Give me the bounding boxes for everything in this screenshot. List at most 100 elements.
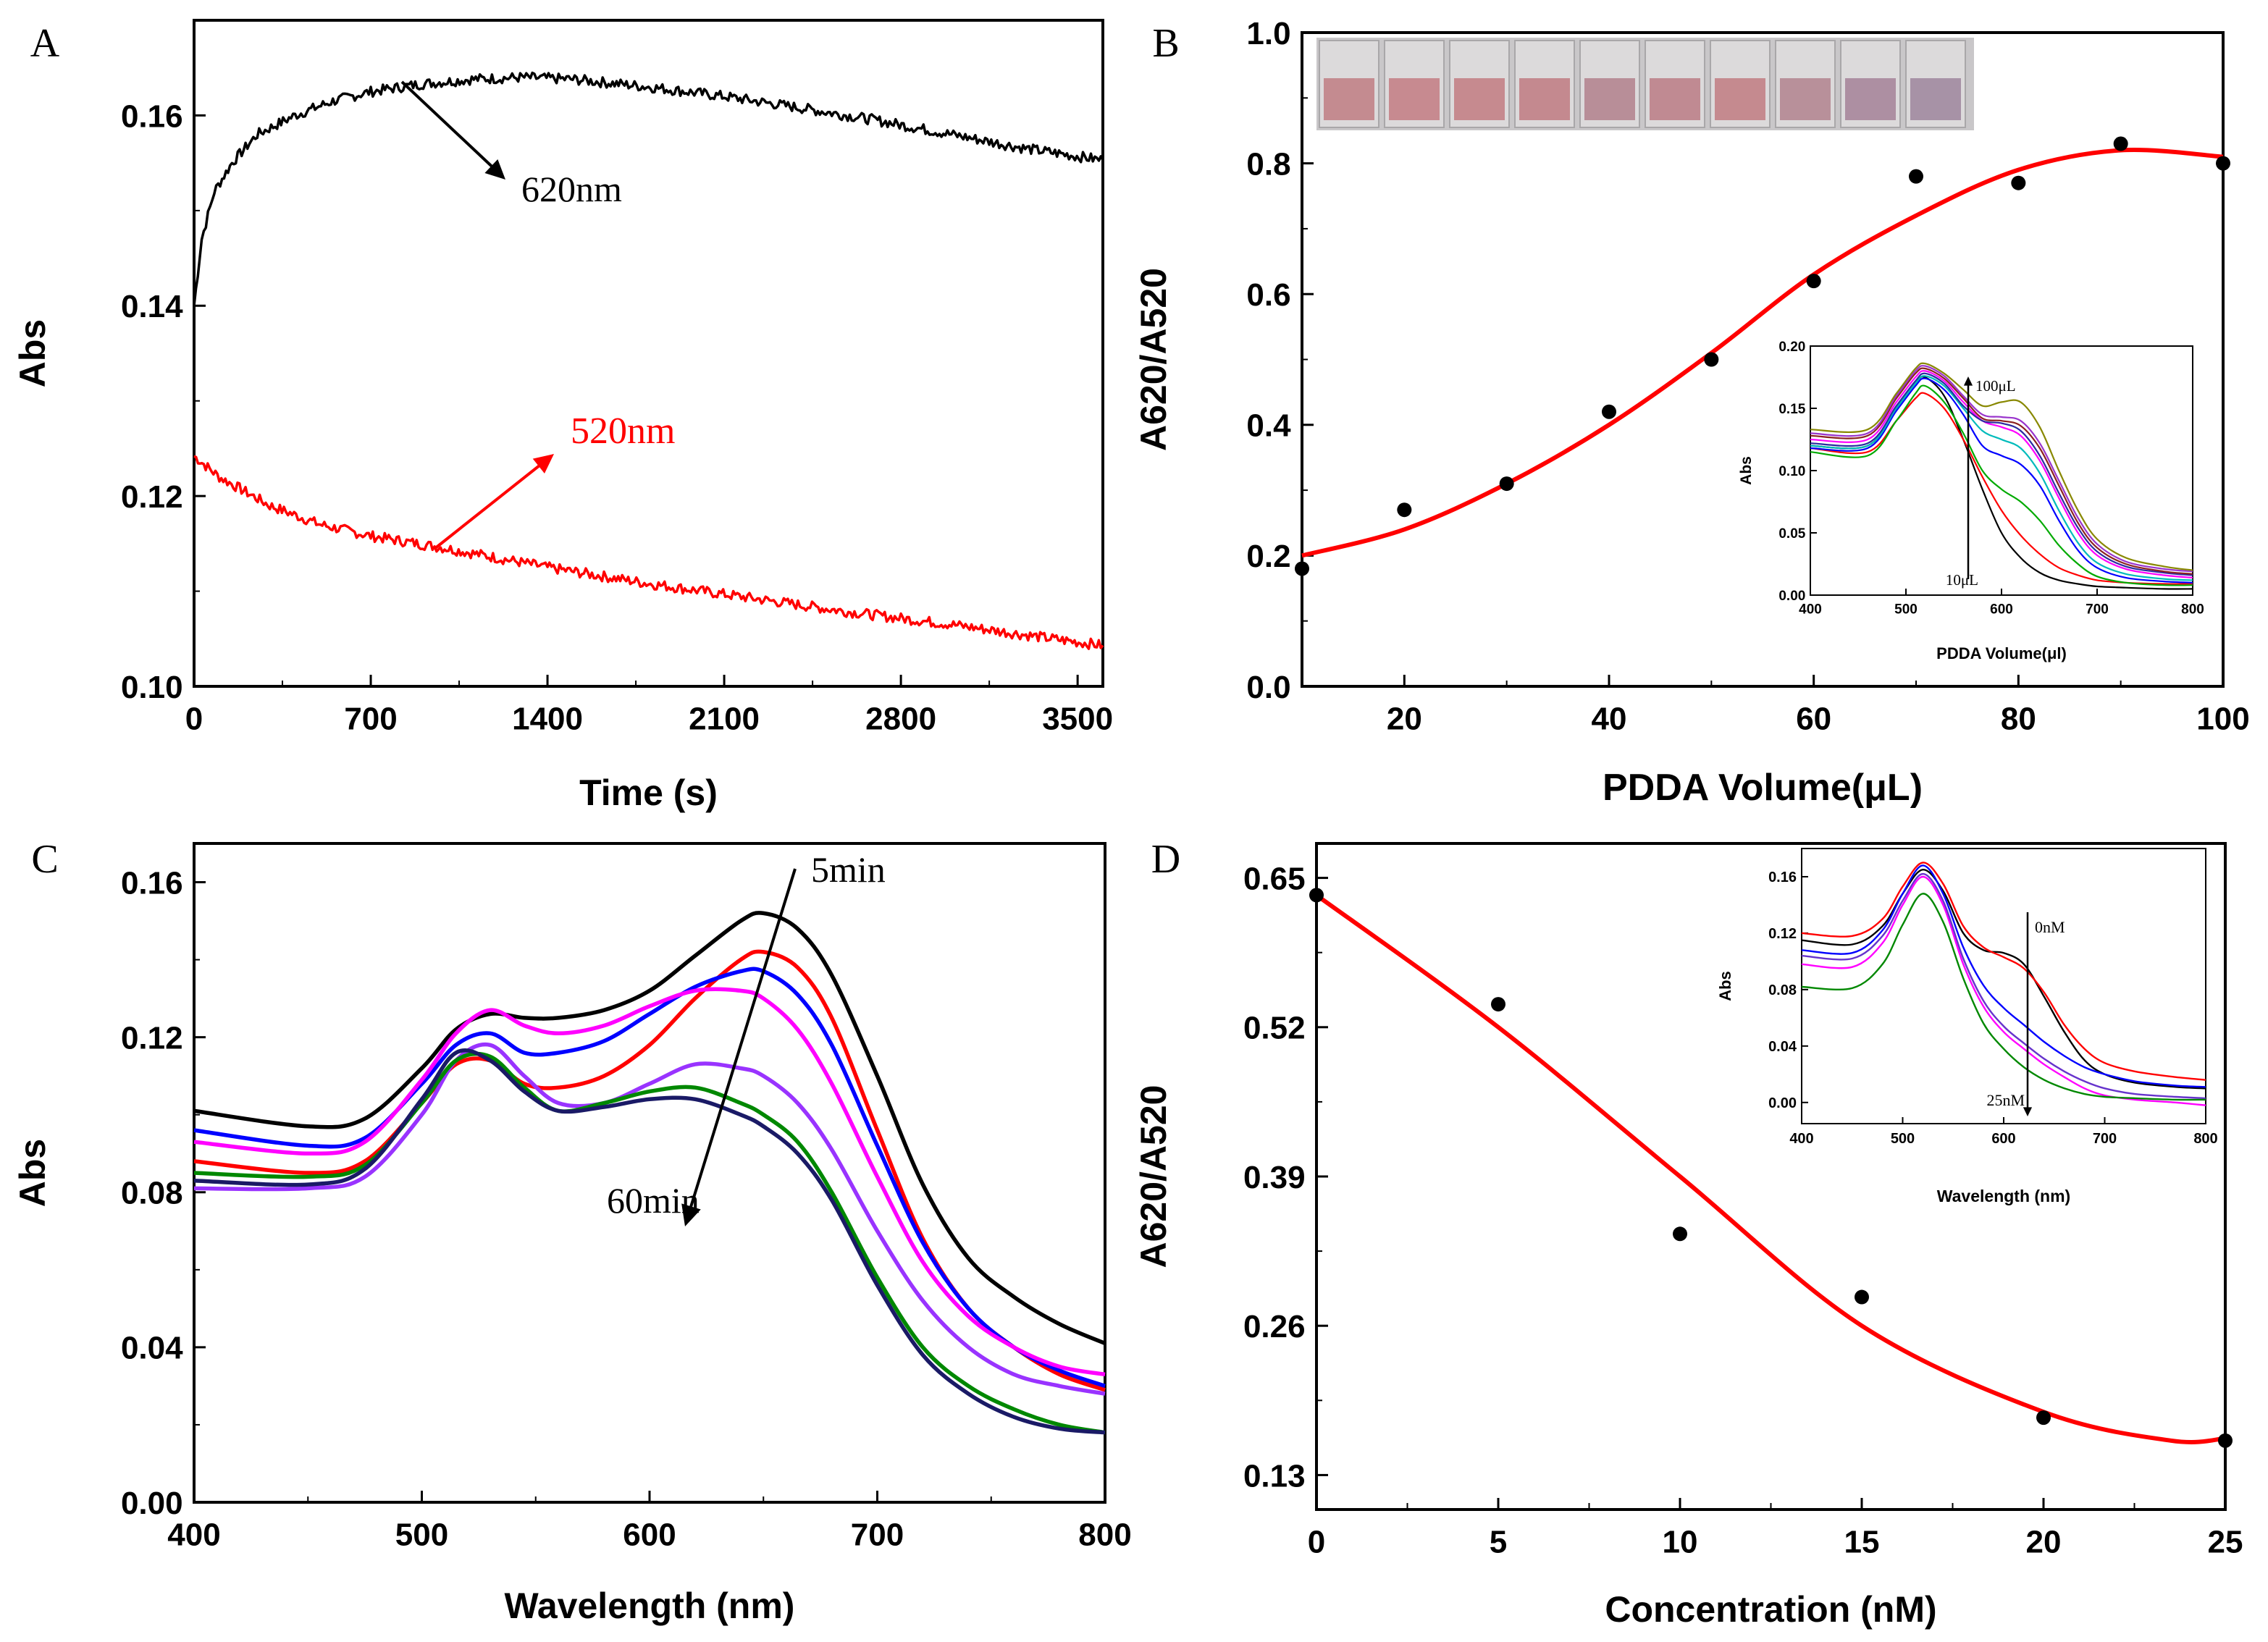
vial-solution [1519, 78, 1570, 120]
panel-d-fit-line [1315, 893, 2226, 1444]
panel-d-x-tick-label: 5 [1490, 1524, 1507, 1559]
panel-b-inset-x-tick-label: 800 [2181, 602, 2204, 618]
panel-letter-a: A [30, 21, 60, 66]
panel-b-data-point [2113, 136, 2128, 151]
vial-solution [1780, 78, 1831, 120]
panel-b-inset-annotation-100: 100μL [1975, 377, 2016, 395]
panel-d-inset-y-tick-label: 0.16 [1768, 870, 1797, 885]
vial-solution [1715, 78, 1765, 120]
panel-b-y-tick-label: 0.6 [1246, 277, 1290, 313]
panel-b-inset-y-tick-label: 0.15 [1778, 402, 1805, 417]
panel-b-data-point [2216, 156, 2230, 171]
panel-c-series-line-60min [193, 1048, 1106, 1435]
panel-c-y-axis-label: Abs [12, 1139, 53, 1207]
panel-b-inset-x-tick-label: 600 [1990, 602, 2013, 618]
panel-a-arrow-520 [433, 458, 548, 550]
panel-d-inset-line-20nM [1801, 872, 2206, 1100]
panel-b-data-point [2011, 175, 2026, 190]
panel-d-inset-y-tick-label: 0.04 [1768, 1039, 1797, 1055]
panel-b-data-point [1397, 502, 1412, 518]
panel-d-inset-x-tick-label: 800 [2193, 1131, 2217, 1147]
panel-d-inset-annotation-0nm: 0nM [2035, 918, 2065, 936]
panel-b-x-tick-label: 60 [1796, 701, 1831, 736]
panel-c-x-tick-label: 400 [167, 1517, 220, 1552]
panel-c-arrowhead [681, 1203, 701, 1226]
panel-b-inset-x-tick-label: 400 [1799, 602, 1822, 618]
panel-c: C 400 500 600 700 800 0.00 0.04 0.08 0.12 0.16 Wave… [12, 837, 1132, 1626]
panel-b-y-axis-label: A620/A520 [1133, 268, 1174, 451]
panel-a-annotation-620: 620nm [521, 169, 622, 209]
panel-a-x-axis-label: Time (s) [579, 772, 718, 813]
panel-c-y-tick-label: 0.00 [121, 1486, 183, 1521]
panel-a-y-tick-label: 0.10 [121, 670, 183, 705]
panel-b-plot-frame [1301, 31, 2225, 688]
panel-b-inset-line-60μL [1810, 370, 2193, 578]
panel-b-inset-line-40μL [1810, 377, 2193, 584]
panel-b-inset-x-tick-label: 700 [2086, 602, 2109, 618]
panel-b-inset-line-90μL [1810, 365, 2193, 573]
panel-c-series-line-20min [193, 987, 1106, 1377]
panel-b-inset-arrowhead [1963, 376, 1973, 386]
panel-b-y-tick-label: 1.0 [1246, 16, 1290, 51]
panel-d: D 0 5 10 15 20 25 0.13 0.26 0.39 0.52 0.65 Concentra… [1133, 837, 2243, 1630]
panel-c-x-tick-label: 600 [623, 1517, 676, 1552]
panel-b-y-tick-label: 0.0 [1246, 670, 1290, 705]
panel-c-x-tick-label: 800 [1078, 1517, 1131, 1552]
panel-d-inset-line-15nM [1801, 875, 2206, 1106]
panel-d-y-axis-label: A620/A520 [1133, 1085, 1174, 1268]
panel-letter-c: C [31, 837, 58, 882]
panel-d-inset-line-25nM [1801, 893, 2206, 1101]
panel-b-data-point [1499, 476, 1514, 492]
panel-b-x-tick-label: 100 [2196, 701, 2249, 736]
panel-a-x-tick-label: 2100 [689, 701, 760, 736]
panel-c-x-tick-label: 500 [395, 1517, 448, 1552]
panel-d-data-point [2036, 1410, 2051, 1426]
vial-solution [1454, 78, 1505, 120]
panel-d-inset-x-label: Wavelength (nm) [1937, 1187, 2070, 1205]
panel-d-x-tick-label: 20 [2026, 1524, 2062, 1559]
panel-c-y-tick-label: 0.12 [121, 1020, 183, 1056]
panel-d-inset-line-10nM [1801, 864, 2206, 1088]
panel-d-inset-annotation-25nm: 25nM [1986, 1091, 2025, 1109]
panel-a-x-tick-label: 1400 [512, 701, 583, 736]
panel-a-x-tick-label: 3500 [1042, 701, 1113, 736]
panel-b: B 20 40 60 80 100 0.0 0.2 0.4 0.6 0.8 1.0 PDDA Volum… [1133, 16, 2250, 809]
panel-b-inset-y-tick-label: 0.05 [1778, 526, 1805, 542]
vial-solution [1324, 78, 1374, 120]
panel-a-series-line-620nm [193, 71, 1104, 306]
panel-d-x-tick-label: 10 [1663, 1524, 1698, 1559]
panel-c-series-line-45min [193, 1051, 1106, 1435]
panel-a-y-tick-label: 0.12 [121, 479, 183, 515]
panel-c-y-tick-label: 0.16 [121, 865, 183, 901]
panel-b-inset-line-50μL [1810, 375, 2193, 581]
panel-d-inset-y-tick-label: 0.00 [1768, 1095, 1797, 1111]
panel-a-x-tick-label: 700 [344, 701, 397, 736]
panel-a-x-tick-label: 2800 [865, 701, 936, 736]
panel-b-inset-x-tick-label: 500 [1894, 602, 1918, 618]
panel-d-inset-x-tick-label: 700 [2093, 1131, 2117, 1147]
panel-d-data-point [1855, 1289, 1869, 1305]
panel-b-x-axis-label: PDDA Volume(μL) [1603, 767, 1923, 809]
panel-d-data-point [1309, 888, 1324, 903]
panel-b-data-point [1704, 352, 1719, 367]
panel-d-inset: 400 500 600 700 800 0.00 0.04 0.08 0.12 0.16 Wavel… [1716, 848, 2218, 1205]
panel-d-inset-arrowhead [2023, 1107, 2033, 1116]
panel-b-data-point [1806, 274, 1821, 289]
panel-b-x-tick-label: 80 [2001, 701, 2036, 736]
panel-b-inset-annotation-10: 10μL [1946, 571, 1978, 589]
panel-d-plot-frame [1315, 842, 2227, 1511]
panel-c-annotation-60min: 60min [607, 1180, 700, 1221]
panel-c-y-tick-label: 0.04 [121, 1331, 183, 1366]
panel-b-data-point [1909, 169, 1923, 184]
panel-d-inset-x-tick-label: 400 [1789, 1131, 1813, 1147]
panel-d-x-axis-label: Concentration (nM) [1605, 1589, 1936, 1630]
panel-c-x-axis-label: Wavelength (nm) [505, 1586, 795, 1626]
panel-b-x-tick-label: 40 [1592, 701, 1627, 736]
panel-a-plot-frame [193, 19, 1104, 688]
panel-b-data-point [1602, 404, 1616, 419]
panel-c-arrow [686, 868, 797, 1217]
panel-b-inset-x-label: PDDA Volume(μl) [1936, 644, 2067, 662]
panel-letter-b: B [1152, 21, 1179, 66]
panel-d-inset-y-label: Abs [1716, 971, 1734, 1001]
